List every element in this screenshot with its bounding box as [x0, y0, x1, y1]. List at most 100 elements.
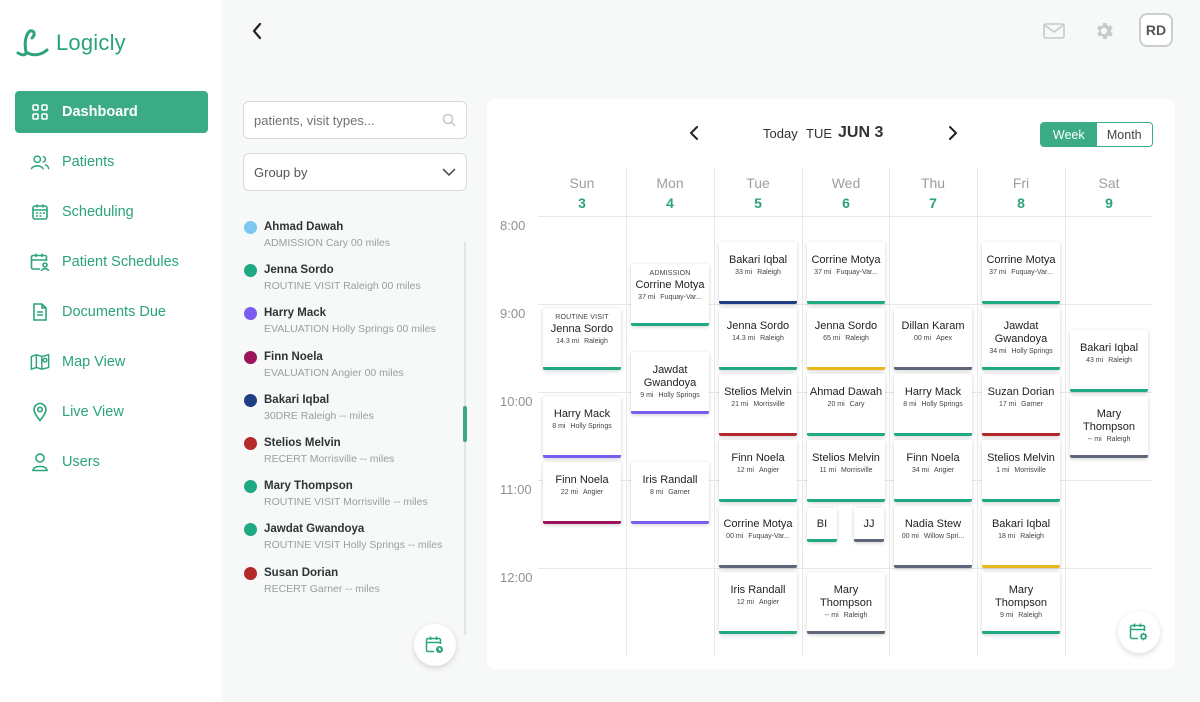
sidebar-item-scheduling[interactable]: Scheduling — [15, 191, 208, 233]
sidebar-item-documents-due[interactable]: Documents Due — [15, 291, 208, 333]
calendar-event[interactable]: Iris Randall 8 mi Garner — [631, 462, 709, 524]
calendar-event[interactable]: Jenna Sordo 65 mi Raleigh — [807, 308, 885, 370]
patient-list-item[interactable]: Finn Noela EVALUATION Angier 00 miles — [243, 348, 465, 391]
calendar-event[interactable]: Dillan Karam 00 mi Apex — [894, 308, 972, 370]
calendar-event[interactable]: Stelios Melvin 21 mi Morrisville — [719, 374, 797, 436]
calendar-event[interactable]: Mary Thompson -- mi Raleigh — [807, 572, 885, 634]
day-header[interactable]: Thu 7 — [889, 175, 977, 211]
patient-list-item[interactable]: Mary Thompson ROUTINE VISIT Morrisville -… — [243, 477, 465, 520]
chevron-left-icon — [690, 126, 698, 140]
patient-list-scrollbar-thumb[interactable] — [463, 406, 467, 442]
day-header[interactable]: Sat 9 — [1065, 175, 1153, 211]
search-icon[interactable] — [442, 113, 456, 127]
calendar-event[interactable]: Harry Mack 8 mi Holly Springs — [543, 396, 621, 458]
calendar-event[interactable]: Mary Thompson 9 mi Raleigh — [982, 572, 1060, 634]
patient-name: Ahmad Dawah — [264, 221, 344, 233]
calendar-event[interactable]: Finn Noela 12 mi Angier — [719, 440, 797, 502]
sidebar-item-label: Patients — [62, 154, 115, 170]
event-meta: 1 mi Morrisville — [982, 467, 1060, 474]
sidebar-item-users[interactable]: Users — [15, 441, 208, 483]
month-view-button[interactable]: Month — [1096, 123, 1152, 146]
event-patient-name: Mary Thompson — [995, 584, 1047, 609]
patient-list-item[interactable]: Bakari Iqbal 30DRE Raleigh -- miles — [243, 391, 465, 434]
day-header[interactable]: Mon 4 — [626, 175, 714, 211]
calendar-event[interactable]: ROUTINE VISIT Jenna Sordo 14.3 mi Raleigh — [543, 308, 621, 370]
sidebar-item-label: Patient Schedules — [62, 254, 179, 270]
patient-list-item[interactable]: Jenna Sordo ROUTINE VISIT Raleigh 00 mile… — [243, 261, 465, 304]
mail-button[interactable] — [1042, 20, 1066, 42]
patient-schedule-button[interactable] — [414, 624, 456, 666]
event-patient-name: Ahmad Dawah — [809, 386, 883, 398]
calendar-event[interactable]: Stelios Melvin 1 mi Morrisville — [982, 440, 1060, 502]
calendar-event[interactable]: Corrine Motya 37 mi Fuquay-Var... — [807, 242, 885, 304]
calendar-event[interactable]: Bakari Iqbal 33 mi Raleigh — [719, 242, 797, 304]
calendar-event[interactable]: Bakari Iqbal 43 mi Raleigh — [1070, 330, 1148, 392]
event-color-bar — [982, 631, 1060, 634]
calendar-event[interactable]: Jenna Sordo 14.3 mi Raleigh — [719, 308, 797, 370]
patient-name: Jenna Sordo — [264, 264, 334, 277]
day-header[interactable]: Tue 5 — [714, 175, 802, 211]
patient-visit-info: ADMISSION Cary 00 miles — [264, 237, 391, 249]
avatar[interactable]: RD — [1139, 13, 1173, 47]
calendar-event[interactable]: Mary Thompson -- mi Raleigh — [1070, 396, 1148, 458]
event-color-bar — [543, 521, 621, 524]
patient-status-dot — [244, 393, 257, 407]
group-by-select[interactable]: Group by — [243, 153, 467, 191]
time-label: 9:00 — [500, 306, 526, 321]
sidebar-item-patients[interactable]: Patients — [15, 141, 208, 183]
next-week-button[interactable] — [942, 122, 964, 144]
event-patient-name: Corrine Motya — [811, 254, 881, 266]
day-header[interactable]: Sun 3 — [538, 175, 626, 211]
day-column-divider — [802, 168, 803, 656]
patient-name: Harry Mack — [264, 307, 327, 320]
calendar-event[interactable]: ADMISSION Corrine Motya 37 mi Fuquay-Var... — [631, 264, 709, 326]
day-header[interactable]: Fri 8 — [977, 175, 1065, 211]
patient-list-item[interactable]: Stelios Melvin RECERT Morrisville -- mile… — [243, 434, 465, 477]
calendar-event[interactable]: Finn Noela 34 mi Angier — [894, 440, 972, 502]
calendar-event[interactable]: Corrine Motya 00 mi Fuquay-Var... — [719, 506, 797, 568]
day-header[interactable]: Wed 6 — [802, 175, 890, 211]
week-view-button[interactable]: Week — [1041, 123, 1097, 146]
search-input[interactable] — [254, 112, 442, 128]
event-meta: 9 mi Raleigh — [982, 612, 1060, 619]
calendar-event[interactable]: Nadia Stew 00 mi Willow Spri... — [894, 506, 972, 568]
calendar-event[interactable]: Iris Randall 12 mi Angier — [719, 572, 797, 634]
event-patient-name: Stelios Melvin — [987, 452, 1055, 464]
calendar-event[interactable]: Harry Mack 8 mi Holly Springs — [894, 374, 972, 436]
event-miles: 12 mi — [736, 467, 754, 474]
patient-list-item[interactable]: Ahmad Dawah ADMISSION Cary 00 miles — [243, 218, 465, 261]
calendar-event[interactable]: Bakari Iqbal 18 mi Raleigh — [982, 506, 1060, 568]
calendar-event-compact[interactable]: JJ — [854, 508, 884, 542]
calendar-event[interactable]: Corrine Motya 37 mi Fuquay-Var... — [982, 242, 1060, 304]
patient-list-item[interactable]: Harry Mack EVALUATION Holly Springs 00 mi… — [243, 304, 465, 347]
calendar-event-compact[interactable]: BI — [807, 508, 837, 542]
calendar-event[interactable]: Stelios Melvin 11 mi Morrisville — [807, 440, 885, 502]
calendar-event[interactable]: Finn Noela 22 mi Angier — [543, 462, 621, 524]
event-meta: 37 mi Fuquay-Var... — [982, 269, 1060, 276]
event-meta: 8 mi Holly Springs — [894, 401, 972, 408]
calendar-settings-button[interactable] — [1118, 611, 1160, 653]
settings-button[interactable] — [1092, 20, 1116, 42]
today-button[interactable]: Today — [763, 126, 798, 141]
calendar-event[interactable]: Jawdat Gwandoya 34 mi Holly Springs — [982, 308, 1060, 370]
hour-gridline — [538, 216, 1152, 217]
event-patient-name: Jenna Sordo — [550, 323, 614, 335]
patient-list-item[interactable]: Susan Dorian RECERT Garner -- miles — [243, 564, 465, 607]
event-color-bar — [543, 367, 621, 370]
sidebar-item-map-view[interactable]: Map View — [15, 341, 208, 383]
event-meta: 18 mi Raleigh — [982, 533, 1060, 540]
calendar-event[interactable]: Ahmad Dawah 20 mi Cary — [807, 374, 885, 436]
prev-week-button[interactable] — [683, 122, 705, 144]
sidebar-item-live-view[interactable]: Live View — [15, 391, 208, 433]
calendar-event[interactable]: Jawdat Gwandoya 9 mi Holly Springs — [631, 352, 709, 414]
sidebar-item-patient-schedules[interactable]: Patient Schedules — [15, 241, 208, 283]
event-meta: 65 mi Raleigh — [807, 335, 885, 342]
patient-list-item[interactable]: Jawdat Gwandoya ROUTINE VISIT Holly Sprin… — [243, 520, 465, 563]
back-button[interactable] — [246, 20, 268, 42]
patient-visit-info: EVALUATION Holly Springs 00 miles — [264, 323, 436, 336]
logo[interactable]: Logicly — [14, 28, 126, 58]
calendar-event[interactable]: Suzan Dorian 17 mi Garner — [982, 374, 1060, 436]
day-name: Sat — [1098, 175, 1120, 191]
day-column-divider — [626, 168, 627, 656]
sidebar-item-dashboard[interactable]: Dashboard — [15, 91, 208, 133]
